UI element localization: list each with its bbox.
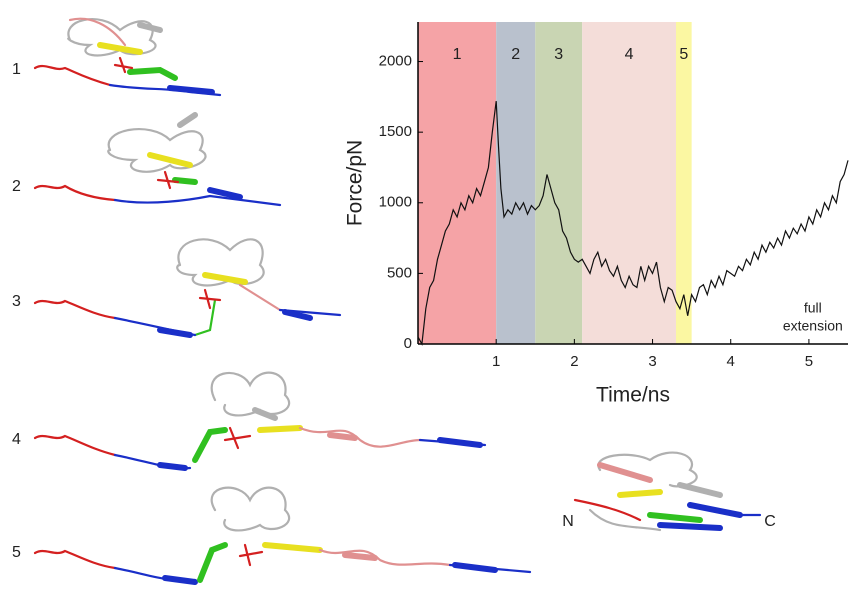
region-label: 5: [679, 46, 688, 63]
structure-2: [35, 115, 280, 205]
terminus-label: N: [562, 513, 574, 530]
folded-structure: [575, 453, 760, 530]
x-tick-label: 1: [492, 353, 500, 370]
figure: 1 2 3 4 5 N C 1 2 3 4 5 0 500 1000 1500 2000 1 2 3 4 5 Time/n…: [0, 0, 849, 598]
x-axis-label: Time/ns: [596, 384, 670, 407]
region: [535, 22, 582, 344]
region: [496, 22, 535, 344]
terminus-label: C: [764, 513, 776, 530]
structure-1: [35, 19, 220, 95]
y-tick-label: 0: [404, 335, 412, 352]
region-label: 2: [511, 46, 520, 63]
structure-label: 2: [12, 178, 21, 195]
y-tick-label: 2000: [379, 53, 412, 70]
chart: 1 2 3 4 5 0 500 1000 1500 2000 1 2 3 4 5 Time/ns Force/p…: [344, 22, 848, 407]
region-label: 1: [453, 46, 462, 63]
annotation: extension: [783, 317, 843, 333]
structure-4: [35, 373, 485, 469]
structure-label: 4: [12, 431, 21, 448]
y-tick-label: 500: [387, 264, 412, 281]
structure-5: [35, 488, 530, 582]
x-tick-label: 3: [648, 353, 656, 370]
region-label: 3: [554, 46, 563, 63]
region-label: 4: [625, 46, 634, 63]
structure-label: 5: [12, 544, 21, 561]
y-tick-label: 1000: [379, 194, 412, 211]
x-tick-label: 4: [727, 353, 735, 370]
region: [582, 22, 676, 344]
structure-label: 3: [12, 293, 21, 310]
structure-label: 1: [12, 61, 21, 78]
y-tick-label: 1500: [379, 123, 412, 140]
annotation: full: [804, 299, 822, 315]
structure-3: [35, 239, 340, 335]
x-tick-label: 5: [805, 353, 813, 370]
x-tick-label: 2: [570, 353, 578, 370]
y-axis-label: Force/pN: [344, 140, 367, 226]
